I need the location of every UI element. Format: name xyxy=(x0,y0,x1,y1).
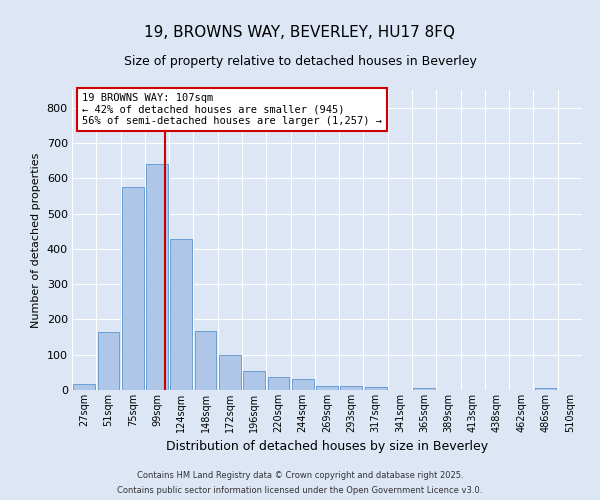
X-axis label: Distribution of detached houses by size in Beverley: Distribution of detached houses by size … xyxy=(166,440,488,454)
Bar xyxy=(268,376,289,390)
Text: 19 BROWNS WAY: 107sqm
← 42% of detached houses are smaller (945)
56% of semi-det: 19 BROWNS WAY: 107sqm ← 42% of detached … xyxy=(82,93,382,126)
Bar xyxy=(97,332,119,390)
Bar xyxy=(365,387,386,390)
Bar xyxy=(146,164,168,390)
Bar xyxy=(170,239,192,390)
Text: 19, BROWNS WAY, BEVERLEY, HU17 8FQ: 19, BROWNS WAY, BEVERLEY, HU17 8FQ xyxy=(145,25,455,40)
Bar xyxy=(122,187,143,390)
Bar xyxy=(292,380,314,390)
Bar xyxy=(413,388,435,390)
Bar xyxy=(340,386,362,390)
Y-axis label: Number of detached properties: Number of detached properties xyxy=(31,152,41,328)
Text: Size of property relative to detached houses in Beverley: Size of property relative to detached ho… xyxy=(124,55,476,68)
Bar xyxy=(316,386,338,390)
Bar xyxy=(73,384,95,390)
Text: Contains public sector information licensed under the Open Government Licence v3: Contains public sector information licen… xyxy=(118,486,482,495)
Bar xyxy=(535,388,556,390)
Bar xyxy=(194,330,217,390)
Text: Contains HM Land Registry data © Crown copyright and database right 2025.: Contains HM Land Registry data © Crown c… xyxy=(137,471,463,480)
Bar xyxy=(243,370,265,390)
Bar xyxy=(219,354,241,390)
